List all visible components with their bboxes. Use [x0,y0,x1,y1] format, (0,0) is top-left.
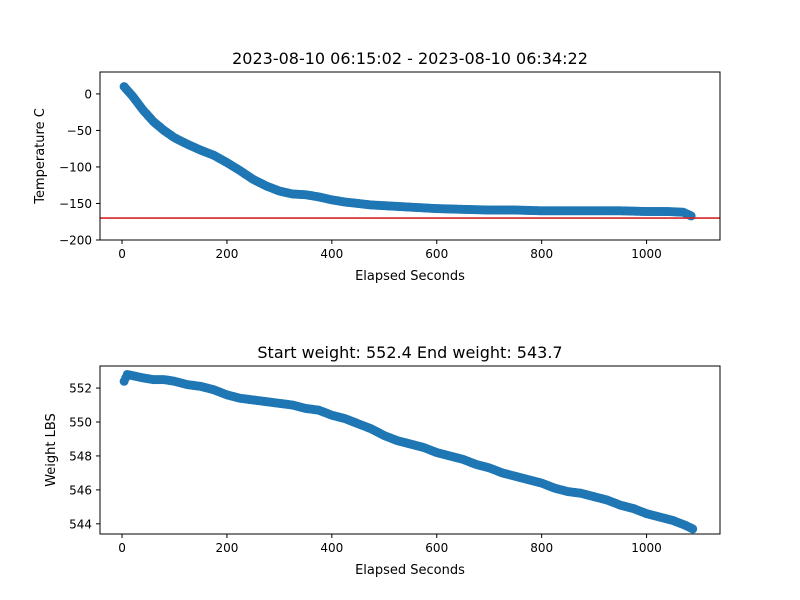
temperature-y-axis-label: Temperature C [33,108,48,205]
temperature-y-tick-label: −150 [59,197,92,211]
weight-axes-frame [99,365,721,535]
temperature-y-tick-label: −200 [59,234,92,248]
temperature-x-tick-label: 600 [425,247,448,261]
weight-x-tick-label: 400 [320,541,343,555]
weight-y-tick-label: 546 [69,483,92,497]
temperature-data-point [686,211,696,221]
weight-x-tick-label: 800 [530,541,553,555]
weight-y-tick-label: 544 [69,517,92,531]
temperature-chart-title: 2023-08-10 06:15:02 - 2023-08-10 06:34:2… [232,49,588,68]
weight-y-axis-label: Weight LBS [44,413,59,487]
weight-y-tick-label: 548 [69,449,92,463]
temperature-x-tick-label: 1000 [631,247,662,261]
temperature-y-tick-label: −100 [59,160,92,174]
weight-x-axis-label: Elapsed Seconds [355,563,465,578]
weight-scatter-series [119,369,698,534]
weight-y-tick-label: 550 [69,416,92,430]
weight-x-tick-label: 1000 [631,541,662,555]
weight-plot-area: 0 200 400 600 800 1000 544 546 548 550 552 [69,365,721,555]
temperature-x-tick-label: 400 [320,247,343,261]
temperature-chart: 2023-08-10 06:15:02 - 2023-08-10 06:34:2… [33,49,721,284]
temperature-plot-area: 0 200 400 600 800 1000 0 −50 −100 −150 −200 [59,71,721,261]
weight-x-tick-label: 0 [118,541,126,555]
temperature-y-tick-label: −50 [67,124,92,138]
weight-x-tick-label: 600 [425,541,448,555]
weight-y-tick-label: 552 [69,382,92,396]
temperature-x-tick-label: 200 [215,247,238,261]
weight-data-point [688,524,698,534]
temperature-axes-frame [99,71,721,241]
weight-chart: Start weight: 552.4 End weight: 543.7 El… [44,343,721,578]
temperature-x-axis-label: Elapsed Seconds [355,269,465,284]
temperature-x-tick-label: 800 [530,247,553,261]
weight-chart-title: Start weight: 552.4 End weight: 543.7 [257,343,562,362]
temperature-x-tick-label: 0 [118,247,126,261]
weight-x-tick-label: 200 [215,541,238,555]
temperature-scatter-series [119,82,696,221]
temperature-y-tick-label: 0 [84,87,92,101]
